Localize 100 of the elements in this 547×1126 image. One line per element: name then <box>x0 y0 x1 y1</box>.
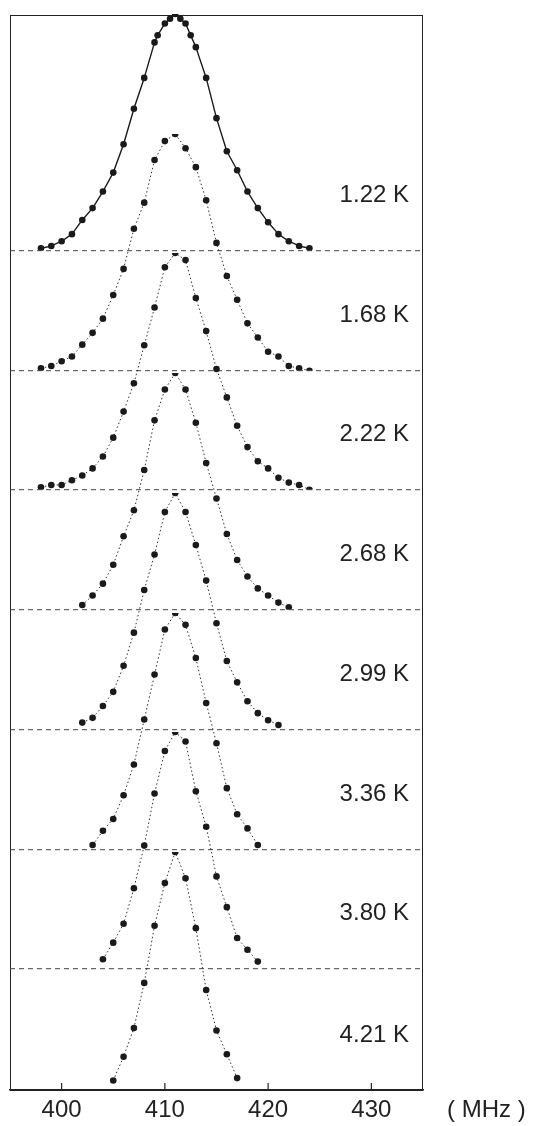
point <box>161 264 169 271</box>
point <box>223 147 231 155</box>
point <box>130 760 138 768</box>
point <box>202 577 210 584</box>
point <box>109 688 117 695</box>
point <box>192 788 200 795</box>
point <box>161 20 169 27</box>
point <box>264 465 272 473</box>
point <box>202 74 210 82</box>
point <box>78 341 86 348</box>
point <box>177 15 184 23</box>
point <box>275 352 282 360</box>
point <box>48 362 55 369</box>
point <box>223 657 231 665</box>
point <box>244 573 251 580</box>
point <box>140 979 148 987</box>
point <box>151 922 158 929</box>
point <box>78 719 86 726</box>
point <box>202 699 210 706</box>
point <box>182 144 189 152</box>
point <box>233 810 241 817</box>
point <box>244 946 251 954</box>
point <box>233 296 241 303</box>
point <box>182 738 189 745</box>
point <box>120 408 127 416</box>
point <box>213 739 220 746</box>
point <box>295 242 303 250</box>
x-tick-label: 400 <box>41 1094 82 1122</box>
point <box>151 551 158 558</box>
point <box>254 841 262 848</box>
point <box>192 295 200 302</box>
point <box>233 166 241 174</box>
point <box>192 654 200 661</box>
point <box>254 958 262 966</box>
x-tick-label: 420 <box>248 1094 289 1122</box>
point <box>140 586 148 594</box>
series-label: 1.22 K <box>339 180 409 208</box>
point <box>244 444 251 451</box>
point <box>109 939 117 947</box>
point <box>192 419 200 427</box>
point <box>233 678 241 686</box>
point <box>182 386 189 393</box>
point <box>254 585 262 592</box>
point <box>187 32 194 39</box>
point <box>192 163 200 171</box>
point <box>140 715 148 723</box>
point <box>223 904 231 911</box>
point <box>120 140 127 148</box>
point <box>37 245 45 251</box>
point <box>166 15 174 23</box>
point <box>254 709 262 717</box>
point <box>99 188 107 195</box>
point <box>223 530 231 538</box>
point <box>233 556 241 564</box>
point <box>78 472 86 480</box>
point <box>182 257 189 264</box>
point <box>151 670 158 678</box>
point <box>120 791 127 799</box>
point <box>140 199 148 206</box>
point <box>120 533 127 540</box>
point <box>182 20 189 27</box>
point <box>275 474 282 482</box>
point <box>264 592 272 599</box>
point <box>151 790 158 798</box>
point <box>140 74 148 82</box>
point <box>48 482 55 489</box>
point <box>285 362 293 369</box>
point <box>99 956 107 963</box>
point <box>89 841 96 848</box>
point <box>89 329 96 336</box>
point <box>161 508 169 516</box>
point <box>120 265 127 272</box>
point <box>99 453 107 461</box>
point <box>78 601 86 609</box>
x-tick-label: 410 <box>144 1094 185 1122</box>
point <box>68 352 76 360</box>
point <box>78 216 86 224</box>
point <box>130 225 138 232</box>
point <box>161 879 169 887</box>
x-tick-label: 430 <box>351 1094 392 1122</box>
point <box>151 39 158 46</box>
text: 3.36 K <box>339 778 409 806</box>
point <box>213 366 220 373</box>
point <box>37 364 45 371</box>
point <box>213 495 220 502</box>
point <box>68 477 76 484</box>
point <box>202 196 210 204</box>
point <box>213 619 220 627</box>
point <box>275 599 282 606</box>
point <box>161 747 169 755</box>
point <box>58 237 65 245</box>
point <box>233 422 241 430</box>
point <box>140 466 148 474</box>
point <box>223 272 231 280</box>
point <box>109 169 117 176</box>
point <box>182 874 189 882</box>
point <box>202 328 210 335</box>
text: 2.99 K <box>339 659 409 687</box>
point <box>151 417 158 424</box>
point <box>109 815 117 822</box>
